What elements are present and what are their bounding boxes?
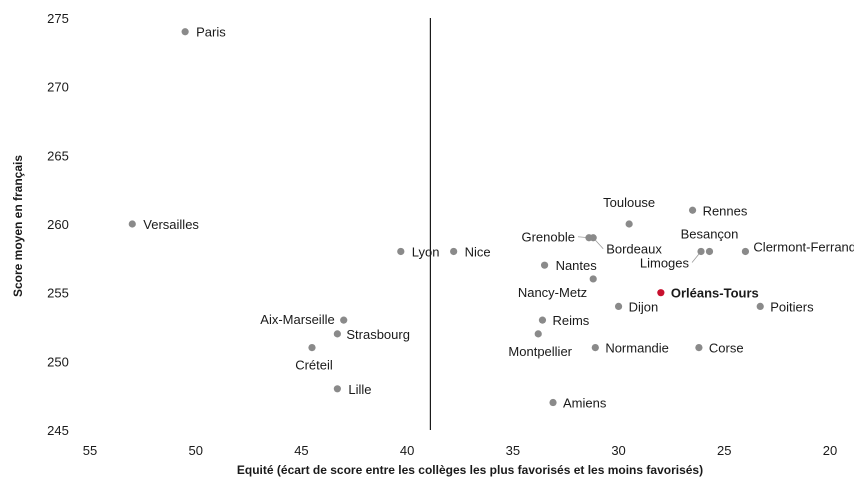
data-point [591, 344, 599, 352]
x-tick-label: 45 [294, 443, 308, 458]
data-point [614, 302, 623, 310]
y-tick-label: 275 [47, 11, 69, 26]
data-point [333, 385, 341, 393]
data-point [589, 234, 597, 242]
point-label: Versailles [143, 217, 199, 232]
x-tick-label: 55 [83, 443, 97, 458]
x-axis: 55 50 45 40 35 30 25 20 [83, 443, 837, 458]
data-point [705, 247, 714, 256]
data-point [308, 344, 316, 352]
point-label: Lyon [412, 244, 440, 259]
data-points [128, 28, 764, 407]
data-point [181, 28, 189, 36]
x-axis-title: Equité (écart de score entre les collège… [237, 463, 703, 477]
point-label: Nancy-Metz [518, 285, 587, 300]
y-tick-label: 260 [47, 217, 69, 232]
point-label: Paris [196, 25, 226, 40]
x-tick-label: 40 [400, 443, 414, 458]
point-label: Nantes [556, 258, 598, 273]
data-point [625, 220, 633, 228]
data-point [697, 247, 705, 256]
point-label: Reims [552, 313, 589, 328]
point-label: Toulouse [603, 195, 655, 210]
data-point [540, 261, 549, 269]
data-point [589, 275, 597, 283]
point-label: Normandie [605, 341, 669, 356]
data-point [340, 316, 348, 324]
point-label: Grenoble [521, 230, 574, 245]
data-point [741, 247, 750, 256]
point-label: Clermont-Ferrand [753, 239, 854, 254]
data-point [756, 302, 764, 310]
y-tick-label: 265 [47, 148, 69, 163]
point-label: Bordeaux [606, 242, 662, 257]
point-label: Créteil [295, 358, 333, 373]
data-point [534, 330, 542, 338]
y-axis-title: Score moyen en français [11, 155, 25, 297]
point-label: Montpellier [508, 344, 572, 359]
data-point [657, 289, 665, 297]
data-point [688, 206, 697, 214]
point-label: Corse [709, 341, 744, 356]
point-label: Aix-Marseille [260, 312, 334, 327]
point-label: Limoges [640, 255, 690, 270]
data-point [397, 247, 405, 256]
point-label: Strasbourg [346, 327, 410, 342]
data-point [450, 247, 458, 256]
point-label: Nice [465, 244, 491, 259]
x-tick-label: 25 [717, 443, 731, 458]
point-label: Rennes [703, 203, 748, 218]
point-labels: Paris Versailles Lyon Nice Aix-Marseille Stra… [143, 25, 854, 411]
x-tick-label: 30 [611, 443, 625, 458]
data-point [695, 344, 703, 352]
y-tick-label: 270 [47, 80, 69, 95]
data-point [549, 398, 557, 407]
y-tick-label: 245 [47, 423, 69, 438]
point-label: Lille [348, 382, 371, 397]
point-label: Orléans-Tours [671, 286, 759, 301]
point-label: Poitiers [770, 299, 814, 314]
x-tick-label: 20 [823, 443, 837, 458]
point-label: Amiens [563, 396, 607, 411]
x-tick-label: 35 [506, 443, 520, 458]
y-axis: 245 250 255 260 265 270 275 [47, 11, 69, 438]
data-point [128, 220, 136, 228]
y-tick-label: 255 [47, 286, 69, 301]
data-point [538, 316, 547, 324]
y-tick-label: 250 [47, 354, 69, 369]
point-label: Besançon [681, 226, 739, 241]
data-point [333, 330, 341, 338]
point-label: Dijon [629, 299, 659, 314]
x-tick-label: 50 [188, 443, 202, 458]
